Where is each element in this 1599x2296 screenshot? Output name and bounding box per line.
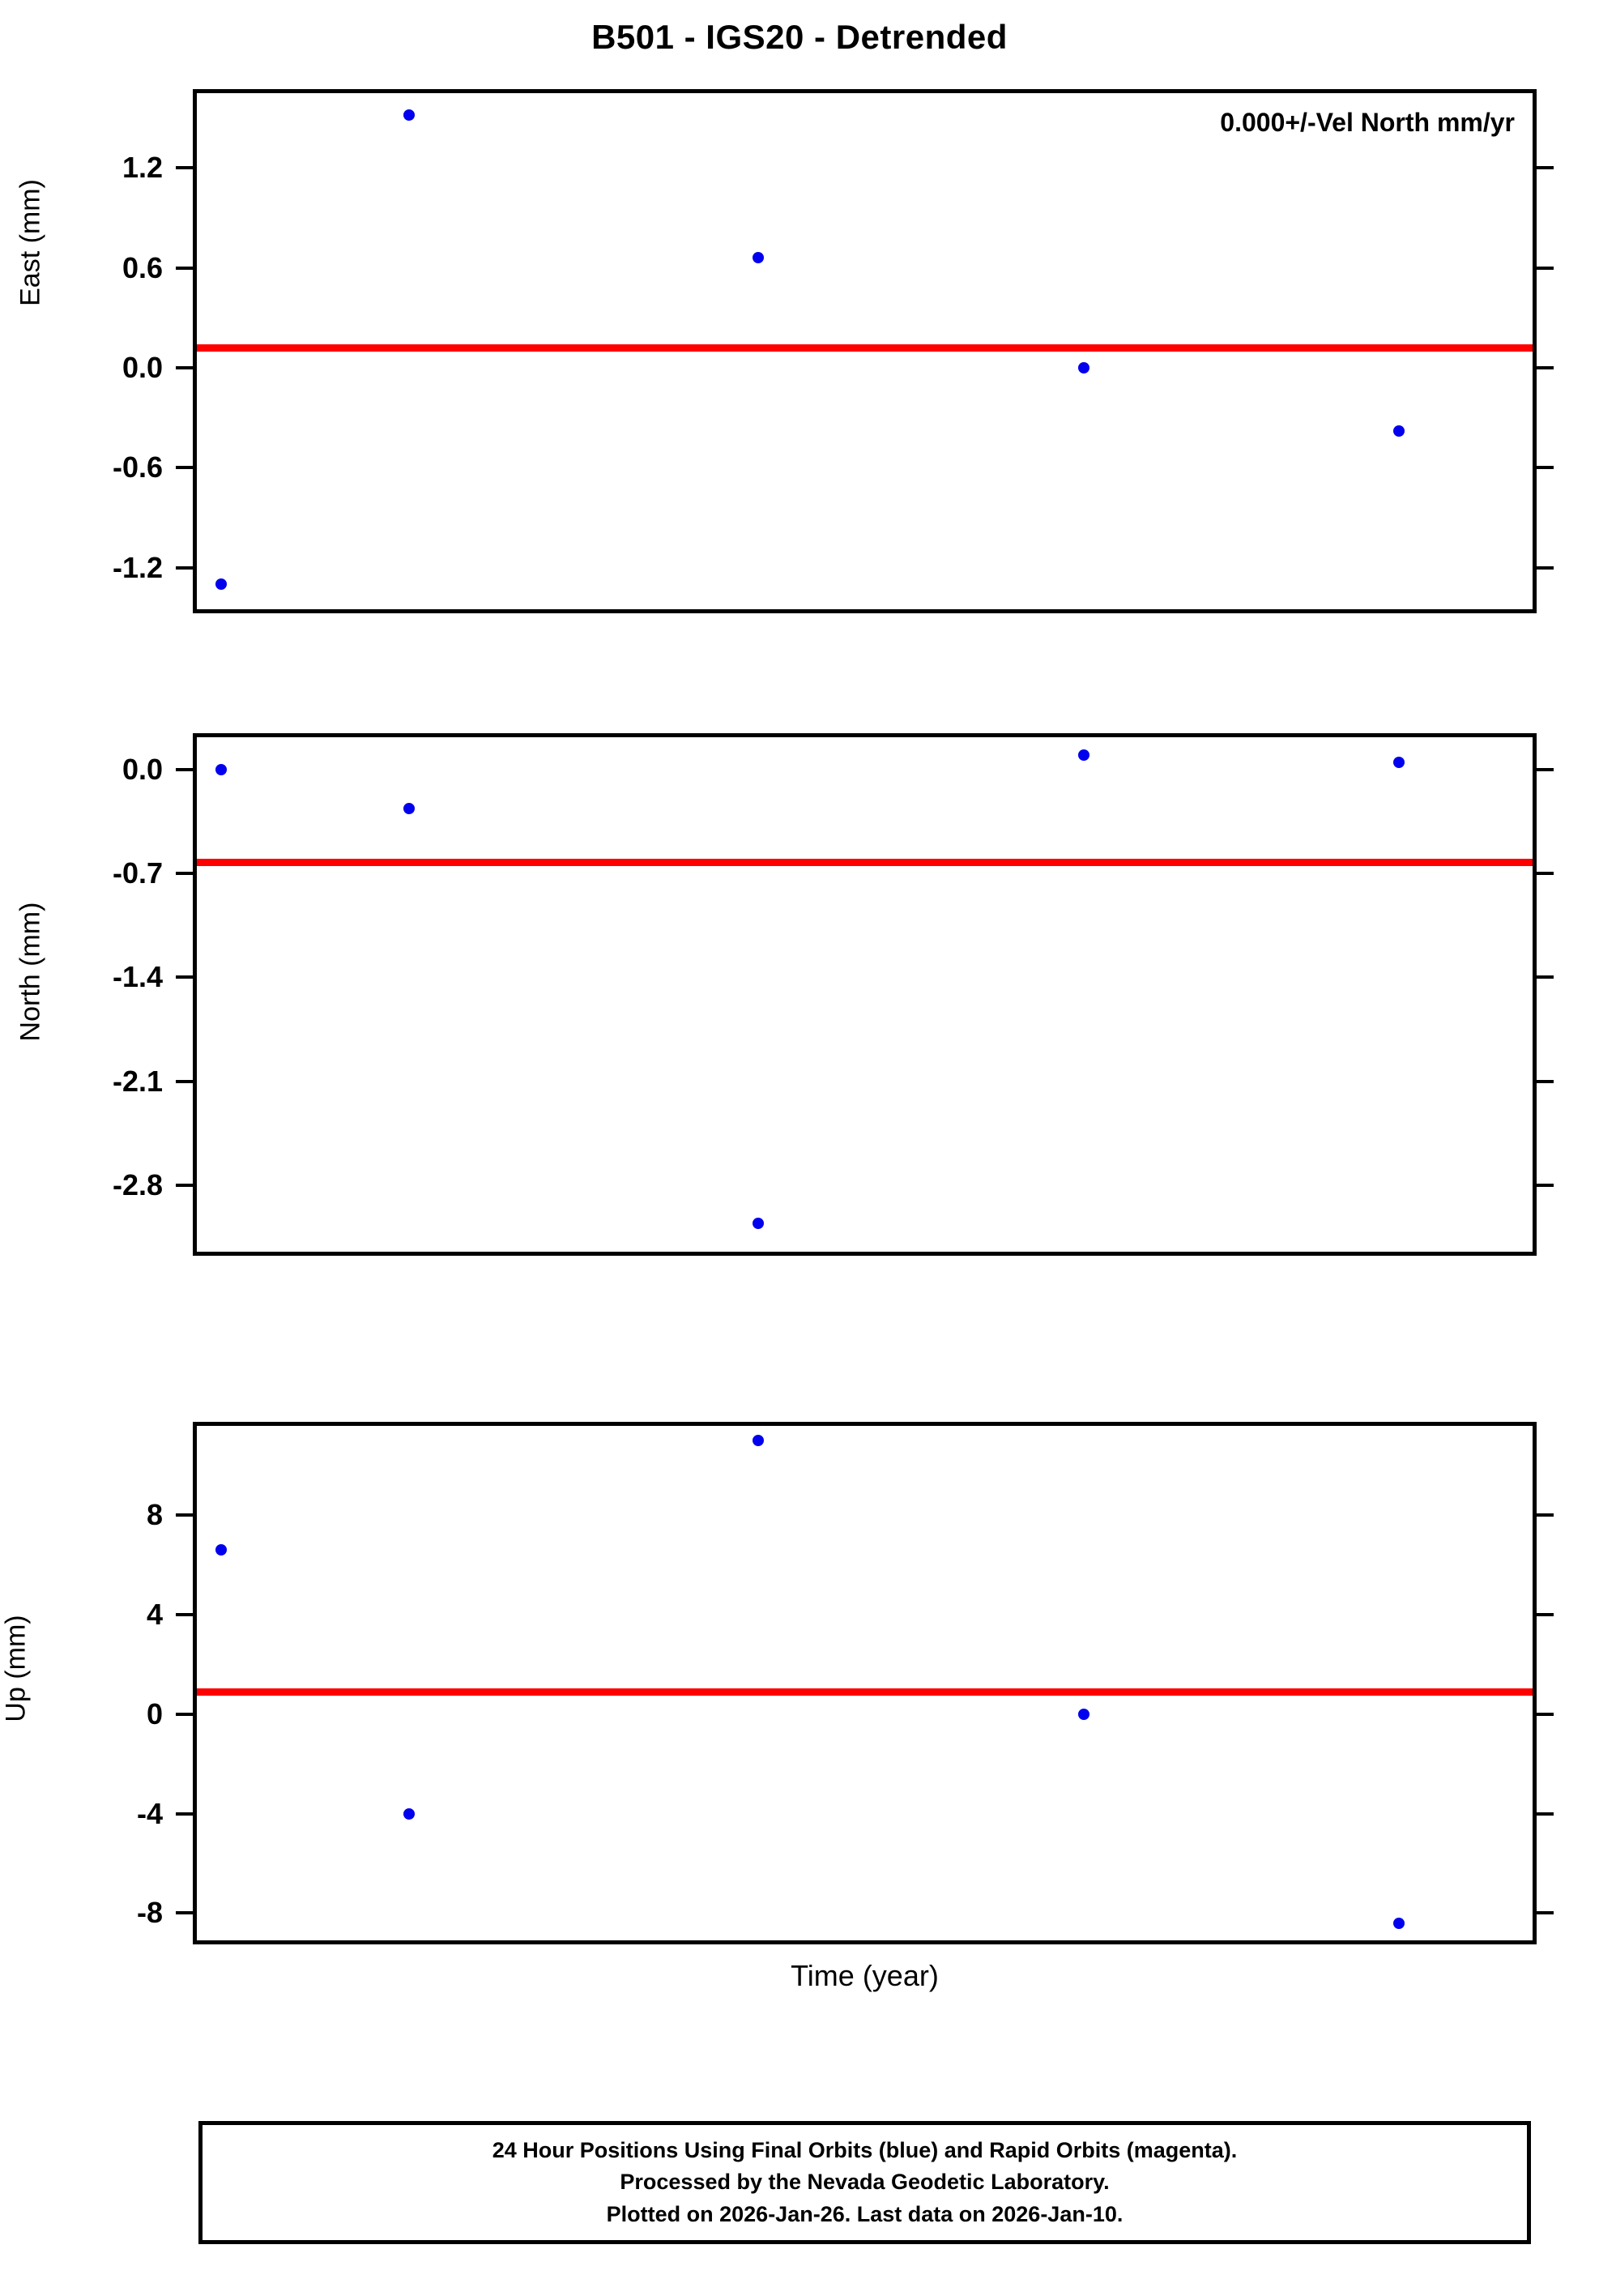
y-tick-label-up-4: -8 bbox=[136, 1896, 163, 1930]
y-tick-north-0: 0.0 bbox=[122, 753, 197, 786]
data-point bbox=[1077, 749, 1089, 761]
page-title: B501 - IGS20 - Detrended bbox=[591, 18, 1008, 56]
y-tick-up-0: 8 bbox=[147, 1498, 197, 1531]
plot-area-north: 0.0 -0.7 -1.4 -2.1 -2.8 bbox=[113, 737, 1554, 1252]
y-tick-right-east-0 bbox=[1533, 166, 1554, 170]
y-tick-right-up-2 bbox=[1533, 1712, 1554, 1716]
data-point bbox=[752, 1218, 764, 1230]
data-point bbox=[1077, 362, 1089, 374]
data-point bbox=[403, 109, 416, 121]
y-tick-up-3: -4 bbox=[137, 1797, 197, 1830]
y-tick-right-up-3 bbox=[1533, 1812, 1554, 1816]
y-tick-east-1: 0.6 bbox=[122, 251, 197, 284]
y-tick-right-up-1 bbox=[1533, 1613, 1554, 1617]
reference-line-north bbox=[197, 858, 1533, 866]
y-tick-label-east-3: -0.6 bbox=[112, 450, 163, 484]
y-tick-north-2: -1.4 bbox=[113, 960, 197, 993]
caption-line-2: Processed by the Nevada Geodetic Laborat… bbox=[620, 2170, 1110, 2195]
data-point bbox=[752, 252, 764, 264]
data-point bbox=[215, 764, 227, 776]
y-axis-label-east: East (mm) bbox=[15, 179, 46, 306]
y-tick-east-4: -1.2 bbox=[113, 551, 197, 584]
y-tick-label-north-0: 0.0 bbox=[122, 753, 163, 787]
y-tick-north-1: -0.7 bbox=[113, 856, 197, 890]
y-tick-label-north-1: -0.7 bbox=[112, 856, 163, 890]
reference-line-up bbox=[197, 1688, 1533, 1696]
caption-line-1: 24 Hour Positions Using Final Orbits (bl… bbox=[492, 2138, 1238, 2163]
chart-panel-east: 0.000+/-Vel North mm/yr 1.2 0.6 0.0 -0.6… bbox=[113, 89, 1554, 613]
data-point bbox=[215, 1544, 227, 1556]
plot-area-east: 0.000+/-Vel North mm/yr 1.2 0.6 0.0 -0.6… bbox=[113, 93, 1554, 609]
y-tick-label-east-0: 1.2 bbox=[122, 151, 163, 185]
y-tick-right-north-3 bbox=[1533, 1079, 1554, 1083]
y-tick-right-east-1 bbox=[1533, 266, 1554, 270]
data-point bbox=[752, 1435, 764, 1447]
y-tick-right-east-2 bbox=[1533, 366, 1554, 370]
y-tick-label-north-3: -2.1 bbox=[112, 1064, 163, 1098]
caption-line-3: Plotted on 2026-Jan-26. Last data on 202… bbox=[606, 2201, 1124, 2226]
y-tick-label-up-3: -4 bbox=[136, 1796, 163, 1830]
y-tick-label-up-2: 0 bbox=[146, 1696, 163, 1731]
y-tick-right-north-0 bbox=[1533, 768, 1554, 772]
y-tick-right-up-0 bbox=[1533, 1513, 1554, 1517]
y-tick-east-2: 0.0 bbox=[122, 351, 197, 384]
data-point bbox=[403, 802, 416, 814]
y-tick-up-4: -8 bbox=[137, 1896, 197, 1929]
chart-panel-up: 8 4 0 -4 -8 bbox=[137, 1422, 1554, 1944]
chart-panel-north: 0.0 -0.7 -1.4 -2.1 -2.8 bbox=[113, 733, 1554, 1256]
y-tick-east-3: -0.6 bbox=[113, 450, 197, 484]
y-axis-label-north: North (mm) bbox=[15, 902, 46, 1042]
reference-line-east bbox=[197, 344, 1533, 352]
y-tick-label-up-0: 8 bbox=[146, 1498, 163, 1532]
y-tick-right-north-2 bbox=[1533, 975, 1554, 979]
y-tick-label-east-1: 0.6 bbox=[122, 250, 163, 284]
y-tick-right-east-4 bbox=[1533, 565, 1554, 570]
y-tick-east-0: 1.2 bbox=[122, 151, 197, 184]
y-tick-right-north-4 bbox=[1533, 1183, 1554, 1187]
y-tick-label-north-2: -1.4 bbox=[112, 960, 163, 994]
plot-area-up: 8 4 0 -4 -8 bbox=[137, 1426, 1554, 1940]
y-tick-right-up-4 bbox=[1533, 1911, 1554, 1915]
y-tick-up-1: 4 bbox=[147, 1598, 197, 1631]
y-tick-label-up-1: 4 bbox=[146, 1598, 163, 1632]
x-axis-label: Time (year) bbox=[791, 1959, 939, 1992]
y-tick-up-2: 0 bbox=[147, 1697, 197, 1731]
y-tick-label-east-4: -1.2 bbox=[112, 550, 163, 584]
y-axis-label-up: Up (mm) bbox=[0, 1615, 32, 1722]
data-point bbox=[1077, 1708, 1089, 1720]
data-point bbox=[1393, 425, 1405, 437]
y-tick-north-4: -2.8 bbox=[113, 1168, 197, 1201]
velocity-annotation: 0.000+/-Vel North mm/yr bbox=[1220, 108, 1515, 137]
data-point bbox=[215, 578, 227, 591]
data-point bbox=[403, 1807, 416, 1820]
y-tick-right-north-1 bbox=[1533, 872, 1554, 876]
y-tick-label-north-4: -2.8 bbox=[112, 1167, 163, 1201]
y-tick-right-east-3 bbox=[1533, 466, 1554, 470]
caption-box: 24 Hour Positions Using Final Orbits (bl… bbox=[198, 2121, 1531, 2244]
data-point bbox=[1393, 757, 1405, 769]
data-point bbox=[1393, 1917, 1405, 1929]
y-tick-label-east-2: 0.0 bbox=[122, 351, 163, 385]
y-tick-north-3: -2.1 bbox=[113, 1065, 197, 1098]
